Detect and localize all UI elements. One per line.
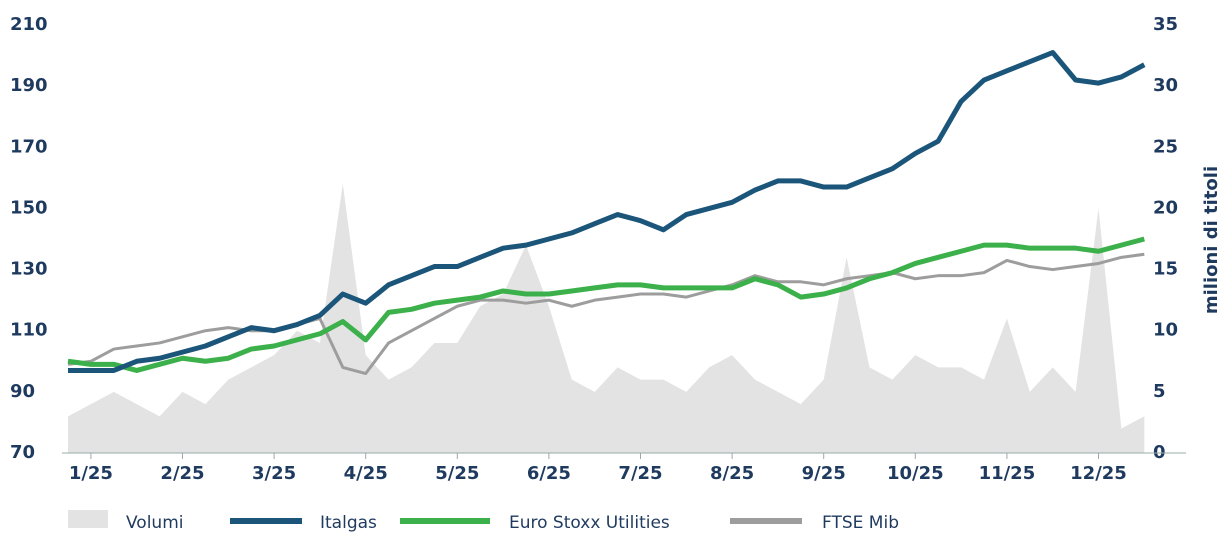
series-line [68,50,1146,373]
y2-tick-label: 25 [1153,136,1178,157]
y-tick-label: 70 [10,442,35,463]
legend-swatch [68,510,108,528]
x-tick-label: 5/25 [435,463,479,484]
legend-label: Italgas [320,513,377,533]
y-tick-label: 190 [10,75,48,96]
x-tick-label: 4/25 [344,463,388,484]
series-line [67,236,1145,373]
x-tick-label: 8/25 [710,463,754,484]
legend-swatch [730,518,802,524]
x-tick-label: 2/25 [160,463,204,484]
x-tick-label: 9/25 [802,463,846,484]
x-tick-label: 7/25 [618,463,662,484]
legend-swatch [400,518,490,524]
y-tick-label: 210 [10,14,48,35]
x-tick-label: 12/25 [1070,463,1127,484]
x-tick-label: 11/25 [979,463,1036,484]
y-tick-label: 170 [10,136,48,157]
y2-tick-label: 30 [1153,75,1178,96]
y-tick-label: 110 [10,320,48,341]
y-tick-label: 130 [10,259,48,280]
x-tick-label: 6/25 [527,463,571,484]
y2-tick-label: 10 [1153,320,1178,341]
volume-area [68,183,1145,453]
legend-label: Euro Stoxx Utilities [509,513,670,533]
y2-tick-label: 20 [1153,197,1178,218]
legend-label: FTSE Mib [822,513,899,533]
y2-axis-label: milioni di titoli [1201,166,1221,314]
x-tick-label: 1/25 [69,463,113,484]
y-tick-label: 150 [10,197,48,218]
y-tick-label: 90 [10,381,35,402]
x-tick-label: 3/25 [252,463,296,484]
y2-tick-label: 35 [1153,14,1178,35]
x-tick-label: 10/25 [887,463,944,484]
legend-swatch [230,518,302,524]
y2-tick-label: 5 [1153,381,1166,402]
legend-label: Volumi [126,513,184,533]
y2-tick-label: 15 [1153,259,1178,280]
